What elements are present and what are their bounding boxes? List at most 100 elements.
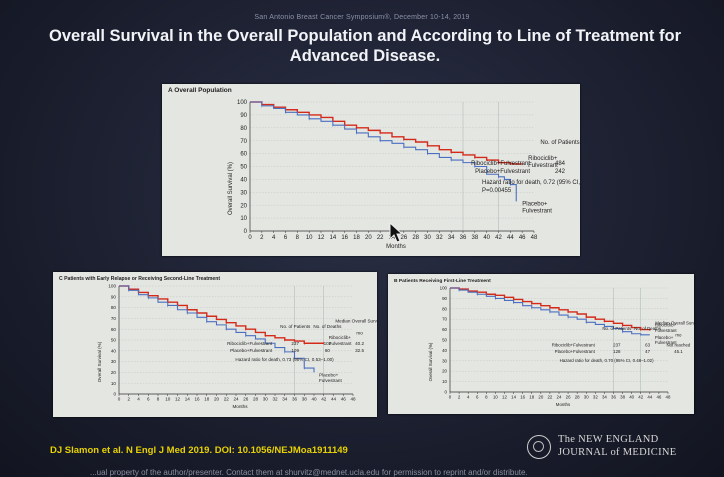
x-tick-label: 30 bbox=[263, 397, 269, 402]
table-cell: 45.1 bbox=[674, 349, 683, 354]
x-tick-label: 0 bbox=[118, 397, 121, 402]
x-tick-label: 38 bbox=[620, 394, 625, 399]
y-tick-label: 60 bbox=[111, 327, 117, 332]
y-tick-label: 60 bbox=[442, 327, 447, 332]
slide-title: Overall Survival in the Overall Populati… bbox=[48, 27, 681, 65]
series-line-ribociclib bbox=[250, 101, 523, 165]
y-tick-label: 90 bbox=[111, 294, 117, 299]
y-tick-label: 20 bbox=[442, 369, 447, 374]
x-tick-label: 20 bbox=[538, 394, 543, 399]
x-tick-label: 0 bbox=[449, 394, 452, 399]
panel-title: C Patients with Early Relapse or Receivi… bbox=[59, 276, 220, 282]
y-tick-label: 40 bbox=[240, 178, 247, 184]
table-header: No. of Patients bbox=[540, 140, 579, 146]
table-row-label: Placebo+Fulvestrant bbox=[475, 169, 530, 175]
series-line-placebo bbox=[250, 101, 517, 202]
table-cell: 102 bbox=[324, 341, 332, 346]
table-header: Median Overall Survival bbox=[335, 318, 377, 323]
table-row-label: Ribociclib+Fulvestrant bbox=[552, 343, 596, 348]
table-row-label: Ribociclib+Fulvestrant bbox=[471, 161, 530, 167]
table-cell: 484 bbox=[555, 161, 566, 167]
series-label: Ribociclib+ bbox=[528, 156, 558, 162]
y-tick-label: 80 bbox=[442, 306, 447, 311]
y-tick-label: 40 bbox=[111, 348, 117, 353]
x-tick-label: 36 bbox=[292, 397, 298, 402]
y-tick-label: 50 bbox=[111, 338, 117, 343]
series-label: Placebo+ bbox=[319, 372, 339, 377]
series-label: Fulvestrant bbox=[329, 341, 352, 346]
y-tick-label: 10 bbox=[111, 381, 117, 386]
series-label: Placebo+ bbox=[655, 335, 674, 340]
x-tick-label: 16 bbox=[341, 235, 348, 241]
series-label: Fulvestrant bbox=[655, 340, 677, 345]
series-label: Fulvestrant bbox=[522, 208, 552, 214]
y-tick-label: 90 bbox=[442, 296, 447, 301]
x-tick-label: 12 bbox=[175, 397, 181, 402]
series-label: Fulvestrant bbox=[319, 378, 342, 383]
table-header: No. of Deaths bbox=[634, 326, 662, 331]
x-tick-label: 18 bbox=[529, 394, 534, 399]
table-cell: 47 bbox=[645, 349, 650, 354]
x-tick-label: 40 bbox=[629, 394, 634, 399]
x-tick-label: 34 bbox=[282, 397, 288, 402]
x-tick-label: 22 bbox=[224, 397, 230, 402]
x-tick-label: 26 bbox=[243, 397, 249, 402]
p-value-text: P=0.00455 bbox=[482, 188, 512, 194]
y-tick-label: 70 bbox=[111, 316, 117, 321]
series-label: Placebo+ bbox=[522, 201, 548, 207]
y-tick-label: 80 bbox=[111, 305, 117, 310]
x-tick-label: 4 bbox=[137, 397, 140, 402]
table-cell: Not reached bbox=[666, 343, 690, 348]
table-cell: 60 bbox=[325, 348, 331, 353]
journal-line1: The NEW ENGLAND bbox=[558, 434, 659, 445]
x-tick-label: 26 bbox=[566, 394, 571, 399]
x-tick-label: 30 bbox=[584, 394, 589, 399]
chart-svg-b: B Patients Receiving First-Line Treatmen… bbox=[394, 278, 694, 407]
x-tick-label: 0 bbox=[248, 235, 252, 241]
series-label: Ribociclib+ bbox=[655, 323, 677, 328]
y-axis-label: Overall Survival (%) bbox=[97, 341, 102, 382]
x-tick-label: 2 bbox=[127, 397, 130, 402]
x-tick-label: 4 bbox=[272, 235, 276, 241]
table-cell: 40.2 bbox=[355, 341, 364, 346]
x-tick-label: 10 bbox=[165, 397, 171, 402]
x-tick-label: 28 bbox=[253, 397, 259, 402]
y-tick-label: 30 bbox=[111, 359, 117, 364]
x-tick-label: 38 bbox=[302, 397, 308, 402]
x-tick-label: 34 bbox=[448, 235, 455, 241]
x-tick-label: 46 bbox=[341, 397, 347, 402]
y-tick-label: 20 bbox=[240, 203, 247, 209]
y-tick-label: 30 bbox=[240, 190, 247, 196]
x-tick-label: 28 bbox=[575, 394, 580, 399]
table-header: Median Overall Survival bbox=[655, 321, 694, 326]
x-tick-label: 42 bbox=[638, 394, 643, 399]
y-tick-label: 0 bbox=[244, 229, 248, 235]
x-tick-label: 32 bbox=[272, 397, 278, 402]
y-tick-label: 60 bbox=[240, 152, 247, 158]
x-tick-label: 26 bbox=[400, 235, 407, 241]
x-tick-label: 18 bbox=[353, 235, 360, 241]
hazard-ratio-text: Hazard ratio for death, 0.70 (95% CI, 0.… bbox=[560, 358, 655, 363]
x-tick-label: 36 bbox=[460, 235, 467, 241]
x-tick-label: 6 bbox=[284, 235, 288, 241]
x-axis-label: Months bbox=[386, 244, 406, 250]
table-header: No. of Patients bbox=[280, 324, 311, 329]
table-cell: 237 bbox=[291, 341, 299, 346]
panel-title: B Patients Receiving First-Line Treatmen… bbox=[394, 278, 491, 284]
table-row-label: Ribociclib+Fulvestrant bbox=[227, 341, 273, 346]
x-tick-label: 10 bbox=[306, 235, 313, 241]
table-row-label: Placebo+Fulvestrant bbox=[555, 349, 596, 354]
x-tick-label: 28 bbox=[412, 235, 419, 241]
x-tick-label: 42 bbox=[321, 397, 327, 402]
x-tick-label: 48 bbox=[531, 235, 538, 241]
hazard-ratio-text: Hazard ratio for death, 0.72 (95% CI, 0.… bbox=[482, 180, 580, 186]
y-tick-label: 10 bbox=[240, 216, 247, 222]
table-cell: 242 bbox=[555, 169, 566, 175]
y-tick-label: 100 bbox=[440, 286, 448, 291]
y-axis-label: Overall Survival (%) bbox=[228, 162, 234, 215]
series-line-placebo bbox=[119, 285, 315, 373]
x-tick-label: 40 bbox=[311, 397, 317, 402]
table-cell: 63 bbox=[645, 343, 650, 348]
nejm-seal-icon bbox=[527, 435, 551, 459]
x-tick-label: 34 bbox=[602, 394, 607, 399]
